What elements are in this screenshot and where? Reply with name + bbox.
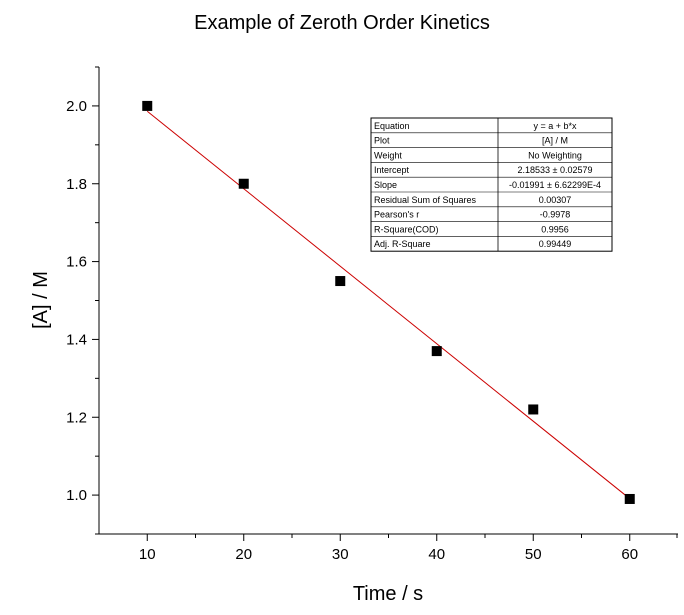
x-tick-label: 50 <box>525 546 542 563</box>
fit-table-label: Residual Sum of Squares <box>374 195 477 205</box>
fit-table-value: -0.01991 ± 6.62299E-4 <box>509 180 601 190</box>
x-tick-label: 30 <box>332 546 349 563</box>
fit-table-value: [A] / M <box>542 136 568 146</box>
x-axis-label: Time / s <box>353 583 423 605</box>
fit-table-label: Plot <box>374 136 390 146</box>
data-point <box>624 493 635 504</box>
fit-table-label: Pearson's r <box>374 210 419 220</box>
data-point <box>142 100 153 111</box>
fit-table-value: -0.9978 <box>540 210 571 220</box>
x-tick-label: 40 <box>428 546 445 563</box>
data-point <box>431 346 442 357</box>
linear-fit-line <box>146 110 631 500</box>
chart-title: Example of Zeroth Order Kinetics <box>194 12 490 34</box>
x-tick-label: 60 <box>621 546 638 563</box>
data-point <box>238 178 249 189</box>
fit-table-label: R-Square(COD) <box>374 224 439 234</box>
y-tick-label: 1.6 <box>66 254 87 271</box>
fit-table-label: Slope <box>374 180 397 190</box>
fit-table-value: 0.9956 <box>541 224 569 234</box>
fit-table-value: No Weighting <box>528 150 582 160</box>
fit-table-label: Intercept <box>374 165 410 175</box>
fit-table-value: 2.18533 ± 0.02579 <box>517 165 592 175</box>
y-tick-label: 1.0 <box>66 487 87 504</box>
y-axis-label: [A] / M <box>30 271 52 329</box>
axis-ticks: 10 20 30 40 50 60 1.0 1.2 1.4 1.6 1.8 2.0 <box>66 66 678 563</box>
y-tick-label: 1.2 <box>66 409 87 426</box>
data-point <box>528 404 539 415</box>
y-tick-label: 1.8 <box>66 176 87 193</box>
fit-table-label: Adj. R-Square <box>374 239 431 249</box>
x-tick-label: 20 <box>235 546 252 563</box>
fit-table-label: Equation <box>374 121 410 131</box>
data-points <box>142 100 635 504</box>
fit-table-value: 0.99449 <box>539 239 572 249</box>
fit-table-label: Weight <box>374 150 402 160</box>
x-tick-label: 10 <box>139 546 156 563</box>
fit-line-group <box>146 110 631 500</box>
fit-table-value: y = a + b*x <box>533 121 577 131</box>
fit-table-value: 0.00307 <box>539 195 572 205</box>
fit-results-table: Equation y = a + b*x Plot [A] / M Weight No W… <box>370 117 613 252</box>
fit-table-border <box>370 117 613 252</box>
data-point <box>335 276 346 287</box>
y-tick-label: 1.4 <box>66 331 87 348</box>
y-tick-label: 2.0 <box>66 98 87 115</box>
